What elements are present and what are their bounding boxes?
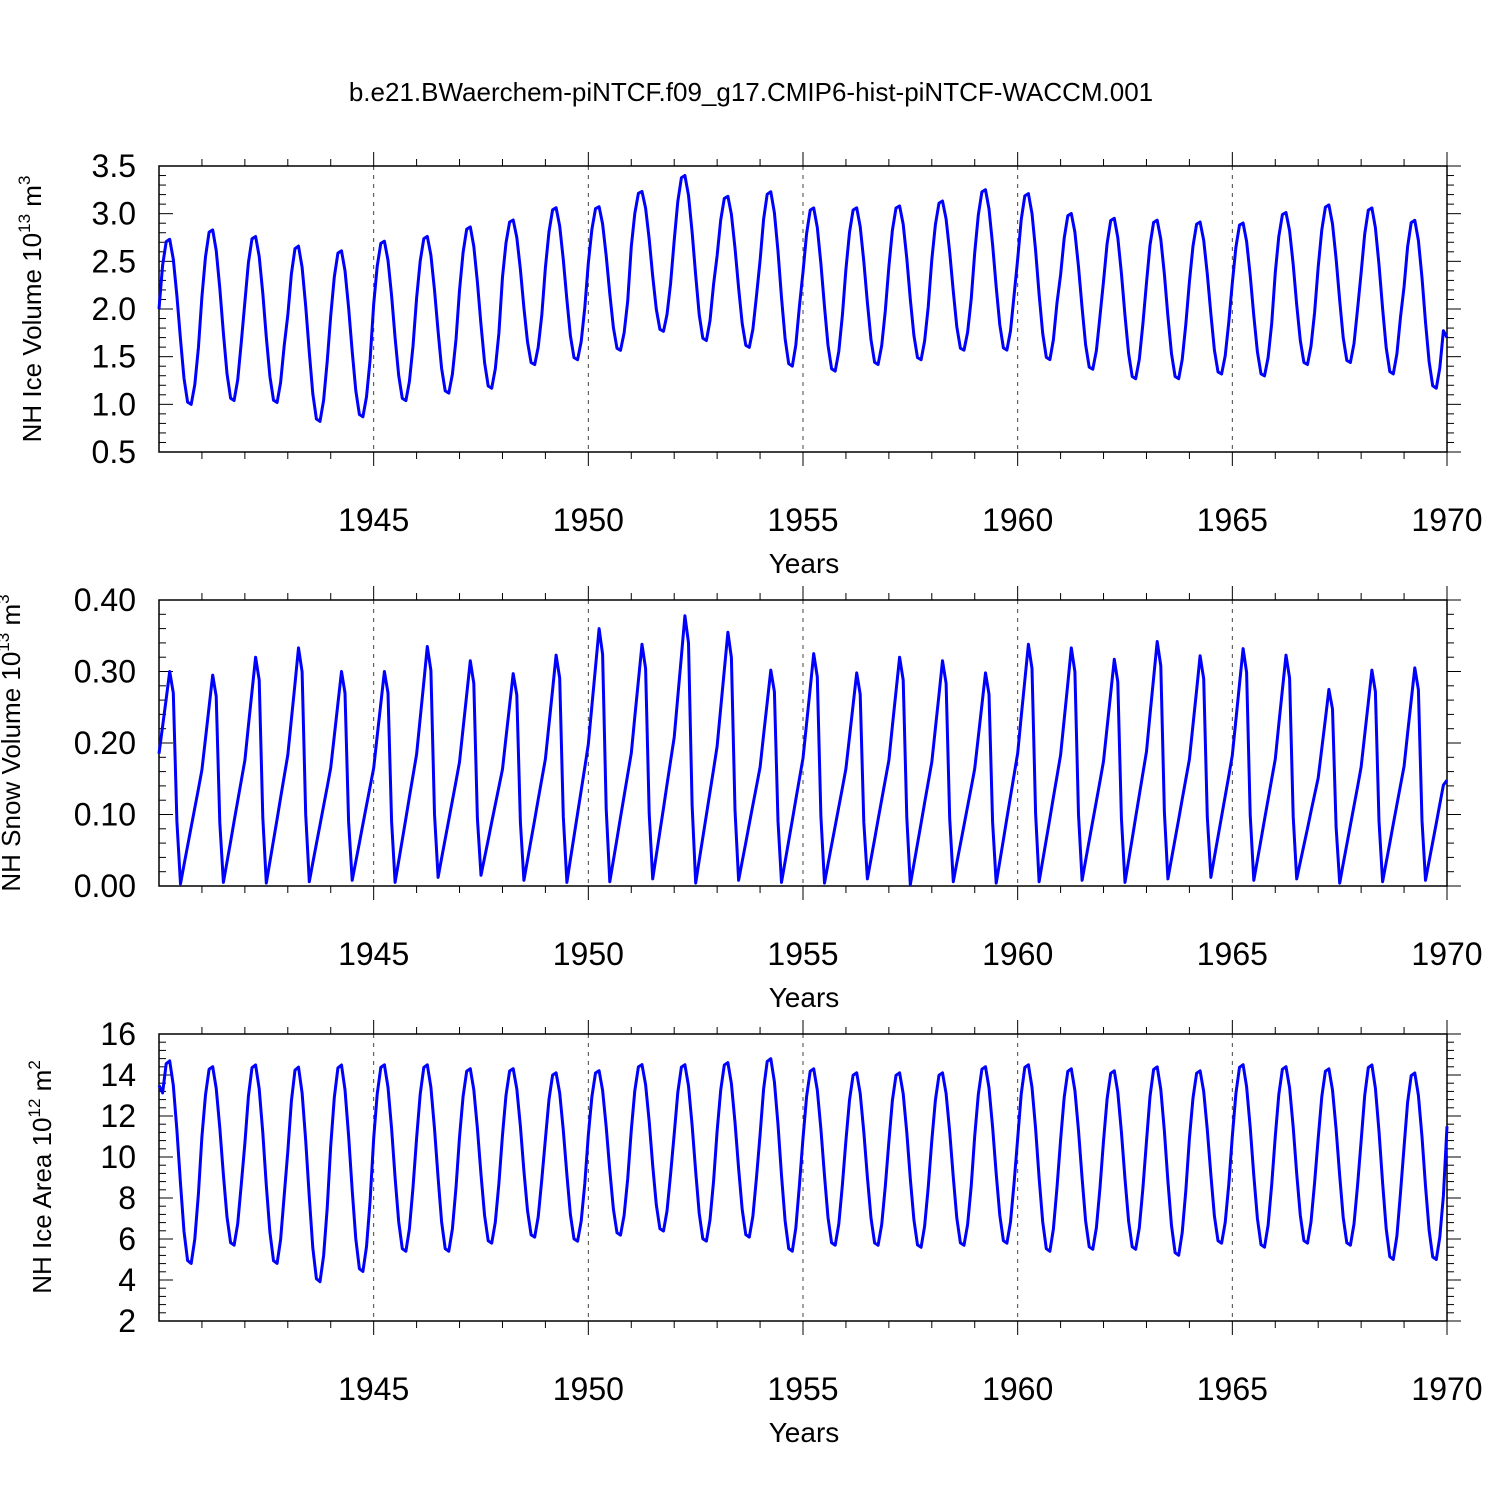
x-tick-label: 1960 bbox=[982, 502, 1053, 538]
x-tick-labels: 1945 1950 1955 1960 1965 1970 bbox=[338, 502, 1483, 538]
plot-frame bbox=[158, 1033, 1448, 1322]
x-tick-label: 1970 bbox=[1411, 936, 1482, 972]
y-tick-label: 0.00 bbox=[74, 868, 136, 904]
y-tick-label: 0.5 bbox=[92, 434, 136, 470]
y-tick-label: 4 bbox=[118, 1262, 136, 1298]
y-tick-label: 2 bbox=[118, 1303, 136, 1339]
y-tick-label: 1.0 bbox=[92, 386, 136, 422]
figure-title: b.e21.BWaerchem-piNTCF.f09_g17.CMIP6-his… bbox=[349, 77, 1153, 107]
y-tick-label: 12 bbox=[100, 1098, 136, 1134]
y-tick-label: 3.5 bbox=[92, 148, 136, 184]
ice-area-series-line bbox=[157, 1057, 1449, 1284]
x-tick-label: 1955 bbox=[767, 502, 838, 538]
y-tick-label: 0.10 bbox=[74, 797, 136, 833]
x-tick-labels: 1945 1950 1955 1960 1965 1970 bbox=[338, 1371, 1483, 1407]
x-tick-label: 1955 bbox=[767, 936, 838, 972]
y-tick-labels: 2 4 6 8 10 12 14 16 bbox=[100, 1016, 136, 1339]
x-tick-label: 1965 bbox=[1197, 1371, 1268, 1407]
x-tick-labels: 1945 1950 1955 1960 1965 1970 bbox=[338, 936, 1483, 972]
x-tick-label: 1945 bbox=[338, 936, 409, 972]
x-tick-label: 1965 bbox=[1197, 936, 1268, 972]
vertical-gridlines bbox=[373, 600, 1233, 886]
x-tick-label: 1970 bbox=[1411, 502, 1482, 538]
y-tick-label: 0.30 bbox=[74, 654, 136, 690]
ice-volume-series-line bbox=[157, 174, 1449, 423]
minor-ticks bbox=[159, 152, 1461, 466]
y-tick-label: 0.40 bbox=[74, 582, 136, 618]
y-tick-label: 14 bbox=[100, 1057, 136, 1093]
x-axis-label: Years bbox=[769, 982, 840, 1013]
x-axis-label: Years bbox=[769, 1417, 840, 1448]
x-tick-label: 1945 bbox=[338, 502, 409, 538]
y-axis-label: NH Ice Volume 1013 m3 bbox=[15, 176, 47, 443]
y-tick-label: 6 bbox=[118, 1221, 136, 1257]
x-tick-label: 1960 bbox=[982, 1371, 1053, 1407]
panel-ice-volume: 0.51.01.52.02.53.03.5 1945 1950 1955 1960 19… bbox=[15, 148, 1483, 579]
vertical-gridlines bbox=[373, 1034, 1233, 1321]
minor-ticks bbox=[159, 1020, 1461, 1335]
y-tick-label: 10 bbox=[100, 1139, 136, 1175]
y-tick-label: 16 bbox=[100, 1016, 136, 1052]
y-tick-label: 2.0 bbox=[92, 291, 136, 327]
x-tick-label: 1950 bbox=[553, 936, 624, 972]
x-tick-label: 1970 bbox=[1411, 1371, 1482, 1407]
y-tick-label: 1.5 bbox=[92, 339, 136, 375]
y-tick-label: 3.0 bbox=[92, 196, 136, 232]
x-tick-label: 1950 bbox=[553, 1371, 624, 1407]
x-tick-label: 1965 bbox=[1197, 502, 1268, 538]
vertical-gridlines bbox=[373, 166, 1233, 452]
minor-ticks bbox=[159, 586, 1461, 900]
x-axis-label: Years bbox=[769, 548, 840, 579]
panel-snow-volume: 0.00 0.10 0.20 0.30 0.40 1945 1950 1955 1960 196… bbox=[0, 582, 1483, 1013]
y-axis-label: NH Snow Volume 1013 m3 bbox=[0, 594, 26, 891]
y-tick-labels: 0.5 1.0 1.5 2.0 2.5 3.0 3.5 bbox=[92, 148, 136, 470]
y-tick-label: 8 bbox=[118, 1180, 136, 1216]
x-tick-label: 1945 bbox=[338, 1371, 409, 1407]
y-tick-label: 0.20 bbox=[74, 725, 136, 761]
y-axis-label: NH Ice Area 1012 m2 bbox=[25, 1060, 57, 1294]
snow-volume-series-line bbox=[157, 614, 1449, 887]
y-tick-label: 2.5 bbox=[92, 243, 136, 279]
x-tick-label: 1960 bbox=[982, 936, 1053, 972]
x-tick-label: 1950 bbox=[553, 502, 624, 538]
panel-ice-area: 2 4 6 8 10 12 14 16 1945 1950 1955 1960 1965 1970 Ye… bbox=[25, 1016, 1483, 1448]
x-tick-label: 1955 bbox=[767, 1371, 838, 1407]
y-tick-labels: 0.00 0.10 0.20 0.30 0.40 bbox=[74, 582, 136, 904]
